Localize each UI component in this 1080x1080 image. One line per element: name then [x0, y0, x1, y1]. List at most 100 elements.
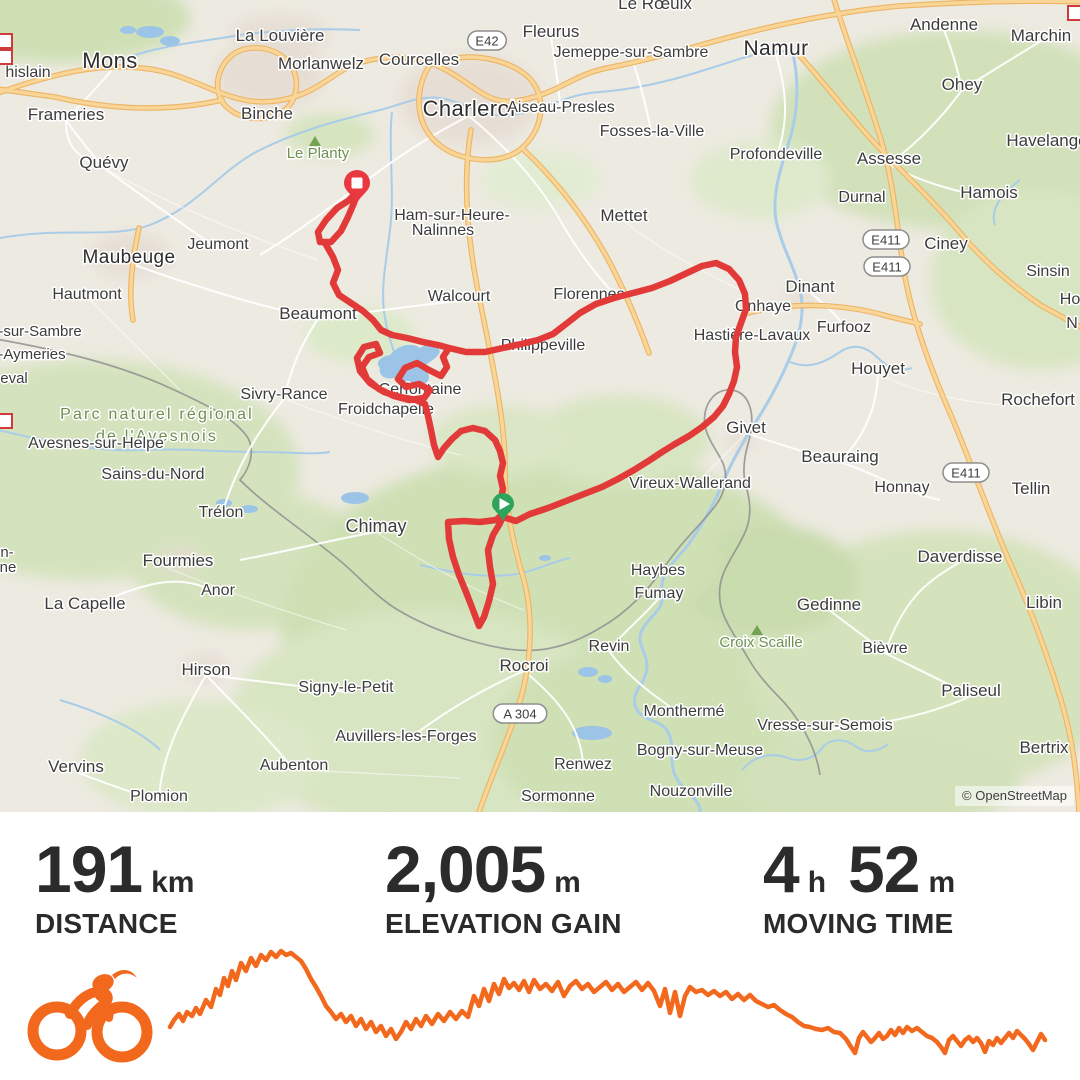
- map-label: Namur: [743, 37, 808, 60]
- map-label: Beaumont: [279, 304, 357, 323]
- map-label: N: [1066, 315, 1078, 332]
- map-label: Hirson: [181, 660, 230, 679]
- edge-shield-fragment: [0, 49, 13, 65]
- route-map[interactable]: Le Rœulx Mons hislain La Louvière Morlanwelz…: [0, 0, 1080, 812]
- map-label: Nouzonville: [650, 783, 733, 800]
- map-label: La Capelle: [44, 594, 125, 613]
- map-label: Walcourt: [428, 288, 491, 305]
- map-label: -sur-Sambre: [0, 323, 82, 340]
- map-label: Marchin: [1011, 26, 1071, 45]
- map-label: Le Rœulx: [618, 0, 692, 13]
- map-label: Sinsin: [1026, 263, 1070, 280]
- map-label: Croix Scaille: [719, 634, 802, 651]
- map-label: -Aymeries: [0, 346, 66, 363]
- map-label: Fosses-la-Ville: [600, 123, 705, 140]
- map-label: Beauraing: [801, 447, 879, 466]
- map-label: Rochefort: [1001, 390, 1075, 409]
- map-labels: Le Rœulx Mons hislain La Louvière Morlanwelz…: [0, 0, 1080, 807]
- map-label: Nalinnes: [412, 222, 474, 239]
- peak-icons: [309, 136, 763, 635]
- minor-roads: [64, 29, 1042, 802]
- map-label: Trélon: [199, 504, 244, 521]
- map-label: Dinant: [785, 277, 834, 296]
- map-label: Durnal: [838, 189, 885, 206]
- elevation-label: ELEVATION GAIN: [385, 908, 622, 939]
- distance-unit: km: [151, 866, 195, 899]
- map-label: Hastière-Lavaux: [694, 327, 811, 344]
- map-label: Paliseul: [941, 681, 1001, 700]
- road-shield: E411: [863, 256, 911, 277]
- edge-shield-fragment: [0, 413, 13, 429]
- peak-triangle-icon: [751, 625, 763, 635]
- stats-panel: 191 km DISTANCE 2,005 m ELEVATION GAIN 4…: [0, 812, 1080, 939]
- map-label: Ho: [1060, 291, 1080, 308]
- stat-moving-time: 4 h 52 m MOVING TIME: [763, 836, 955, 940]
- map-label: Furfooz: [817, 319, 871, 336]
- map-label: Auvillers-les-Forges: [335, 728, 476, 745]
- map-label: Jemeppe-sur-Sambre: [554, 44, 709, 61]
- map-label: Havelange: [1006, 131, 1080, 150]
- map-label: Daverdisse: [917, 547, 1002, 566]
- map-label: Profondeville: [730, 146, 823, 163]
- map-label: Hautmont: [52, 286, 122, 303]
- map-label: Renwez: [554, 756, 612, 773]
- stat-elevation-gain: 2,005 m ELEVATION GAIN: [385, 836, 622, 940]
- map-label: Sivry-Rance: [240, 386, 327, 403]
- map-label: Binche: [241, 104, 293, 123]
- map-label: Le Planty: [287, 145, 350, 162]
- map-label: Assesse: [857, 149, 921, 168]
- road-shield: A 304: [492, 703, 548, 724]
- map-label: Bogny-sur-Meuse: [637, 742, 763, 759]
- svg-text:E42: E42: [475, 34, 498, 49]
- map-label: Houyet: [851, 359, 905, 378]
- map-label: Vresse-sur-Semois: [757, 717, 892, 734]
- map-label: Haybes: [631, 562, 685, 579]
- map-label: Sains-du-Nord: [101, 466, 204, 483]
- map-label: Froidchapelle: [338, 401, 434, 418]
- map-label: Hamois: [960, 183, 1018, 202]
- distance-label: DISTANCE: [35, 908, 178, 939]
- map-label: Frameries: [28, 105, 105, 124]
- map-label: Quévy: [79, 153, 129, 172]
- road-shield: E411: [942, 462, 990, 483]
- stat-distance: 191 km DISTANCE: [35, 836, 194, 940]
- edge-shield-fragments: [0, 5, 1080, 429]
- end-marker-icon[interactable]: [344, 170, 370, 203]
- meuse-river: [633, 49, 804, 812]
- peak-triangle-icon: [309, 136, 321, 146]
- elevation-value: 2,005: [385, 832, 546, 906]
- svg-text:E411: E411: [951, 466, 980, 481]
- svg-text:E411: E411: [872, 260, 901, 275]
- map-label: Andenne: [910, 15, 978, 34]
- map-label: Avesnes-sur-Helpe: [28, 435, 164, 452]
- map-label: hislain: [5, 64, 50, 81]
- map-label: Courcelles: [379, 50, 459, 69]
- elevation-profile-line: [167, 948, 1048, 1056]
- map-label: n-: [0, 544, 13, 561]
- map-label: La Louvière: [236, 26, 325, 45]
- map-label: Givet: [726, 418, 766, 437]
- map-label: Anor: [201, 582, 235, 599]
- map-label: Ohey: [942, 75, 983, 94]
- edge-shield-fragment: [0, 33, 13, 49]
- moving-time-hours-unit: h: [807, 866, 827, 899]
- map-label: Tellin: [1012, 479, 1051, 498]
- elevation-unit: m: [554, 866, 581, 899]
- map-label: Fleurus: [523, 22, 580, 41]
- map-label: Mettet: [600, 206, 648, 225]
- edge-shield-fragment: [1067, 5, 1080, 21]
- map-label: Jeumont: [187, 236, 249, 253]
- map-label: Signy-le-Petit: [298, 679, 394, 696]
- map-label: Plomion: [130, 788, 188, 805]
- road-shield: E411: [862, 229, 910, 250]
- map-label: Honnay: [874, 479, 929, 496]
- route-line[interactable]: [314, 188, 750, 630]
- map-label: Mons: [82, 48, 137, 73]
- start-marker-icon[interactable]: [492, 493, 514, 521]
- map-label: Maubeuge: [83, 247, 176, 268]
- map-label: Parc naturel régional: [60, 406, 254, 423]
- map-label: Ciney: [924, 234, 968, 253]
- map-label: de l'Avesnois: [96, 428, 218, 445]
- osm-attribution[interactable]: © OpenStreetMap: [955, 786, 1074, 806]
- map-canvas: Le Rœulx Mons hislain La Louvière Morlanwelz…: [0, 0, 1080, 812]
